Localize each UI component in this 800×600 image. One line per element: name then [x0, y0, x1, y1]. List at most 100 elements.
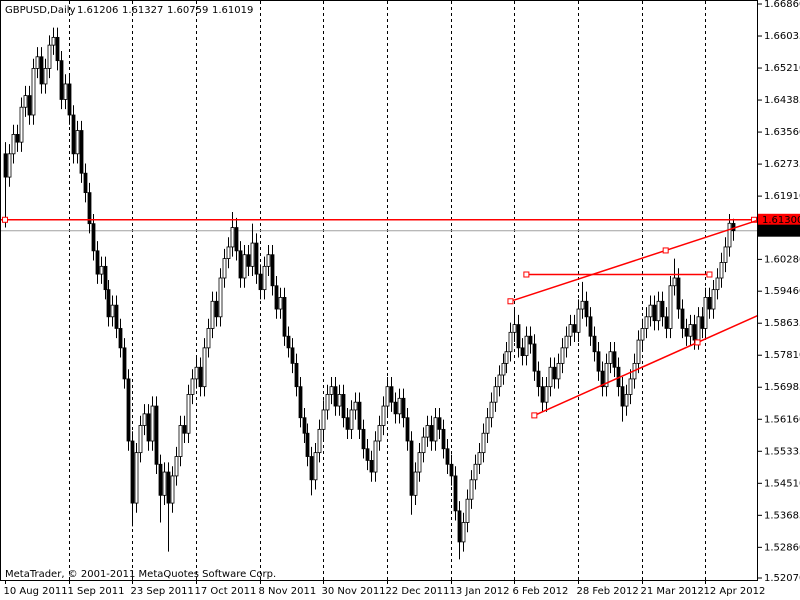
candle-body	[365, 448, 370, 461]
candle-body	[564, 335, 569, 349]
candle-body	[23, 95, 28, 108]
candle-body	[230, 227, 235, 248]
candle-body	[329, 386, 334, 395]
candle-body	[401, 397, 406, 419]
candle-body	[409, 440, 414, 496]
candle-body	[485, 417, 490, 434]
candle-body	[246, 254, 251, 267]
candle-body	[317, 428, 322, 454]
anchor-point	[662, 247, 669, 254]
anchor-point	[2, 216, 8, 223]
candle-body	[122, 347, 127, 380]
candle-body	[453, 475, 458, 512]
x-tick-label: 23 Sep 2011	[131, 586, 194, 597]
candle-body	[600, 370, 605, 388]
candle-body	[254, 242, 259, 275]
candle-body	[234, 227, 239, 252]
trend-line	[510, 219, 759, 302]
candle-body	[715, 277, 720, 291]
candle-body	[67, 83, 72, 116]
candle-body	[421, 436, 426, 454]
candle-body	[536, 370, 541, 388]
candle-body	[11, 134, 16, 155]
candle-body	[580, 300, 585, 310]
candle-body	[429, 425, 434, 442]
x-tick-label: 10 Aug 2011	[4, 586, 68, 597]
candle-body	[445, 448, 450, 465]
candle-body	[612, 351, 617, 368]
candle-body	[528, 335, 533, 345]
y-tick-label: 1.66035	[764, 31, 800, 42]
bid-label: 1.61019	[762, 226, 800, 237]
candle-body	[341, 394, 346, 419]
candle-body	[425, 425, 430, 438]
x-tick-label: 8 Nov 2011	[259, 586, 317, 597]
trend-line	[534, 314, 759, 417]
x-tick-label: 13 Jan 2012	[450, 586, 510, 597]
anchor-point	[694, 339, 701, 346]
candle-body	[648, 304, 653, 318]
candle-body	[162, 471, 167, 496]
candle-body	[226, 246, 231, 259]
symbol-label: GBPUSD,Daily	[5, 5, 76, 16]
candle-body	[369, 460, 374, 473]
candle-body	[349, 409, 354, 430]
candle-body	[345, 417, 350, 430]
candle-body	[158, 463, 163, 496]
candle-body	[696, 316, 701, 341]
candle-body	[504, 351, 509, 364]
candle-body	[274, 285, 279, 310]
candle-body	[552, 366, 557, 380]
candle-body	[126, 378, 131, 442]
candle-body	[71, 114, 76, 155]
candle-body	[516, 324, 521, 349]
candle-body	[707, 297, 712, 310]
y-tick-label: 1.65210	[764, 63, 800, 74]
candle-body	[15, 134, 20, 143]
candle-body	[604, 362, 609, 388]
candle-body	[194, 366, 199, 380]
candle-body	[680, 308, 685, 329]
candle-body	[114, 304, 119, 329]
candle-body	[242, 254, 247, 279]
candle-body	[294, 362, 299, 388]
axis: 1.66860 1.66035 1.65210 1.64385 1.63560 1.627…	[4, 0, 800, 597]
candle-body	[481, 432, 486, 454]
candle-body	[186, 394, 191, 434]
candle-body	[154, 405, 159, 465]
candle-body	[238, 250, 243, 279]
candle-body	[719, 262, 724, 279]
candle-body	[138, 425, 143, 454]
anchor-point	[507, 298, 514, 305]
candle-body	[433, 417, 438, 442]
candle-body	[19, 106, 24, 143]
candle-body	[568, 324, 573, 337]
candle-body	[700, 316, 705, 329]
candle-body	[373, 440, 378, 473]
y-tick-label: 1.52070	[764, 573, 800, 584]
x-tick-label: 12 Apr 2012	[704, 586, 766, 597]
y-tick-label: 1.57810	[764, 350, 800, 361]
candle-body	[361, 428, 366, 450]
candle-body	[313, 452, 318, 481]
candle-body	[258, 273, 263, 291]
y-tick-label: 1.64385	[764, 95, 800, 106]
candle-body	[381, 405, 386, 426]
candle-body	[489, 401, 494, 419]
y-tick-label: 1.55335	[764, 446, 800, 457]
candle-body	[325, 394, 330, 411]
candle-body	[441, 428, 446, 450]
y-tick-label: 1.62735	[764, 159, 800, 170]
candle-body	[703, 297, 708, 329]
candle-body	[668, 285, 673, 329]
candle-body	[202, 347, 207, 388]
candle-body	[532, 343, 537, 372]
candle-body	[39, 56, 44, 85]
candle-body	[656, 300, 661, 322]
candle-body	[190, 378, 195, 395]
candle-body	[397, 397, 402, 415]
candle-body	[393, 401, 398, 415]
anchor-point	[706, 271, 713, 278]
candle-body	[214, 300, 219, 318]
candle-body	[405, 417, 410, 442]
